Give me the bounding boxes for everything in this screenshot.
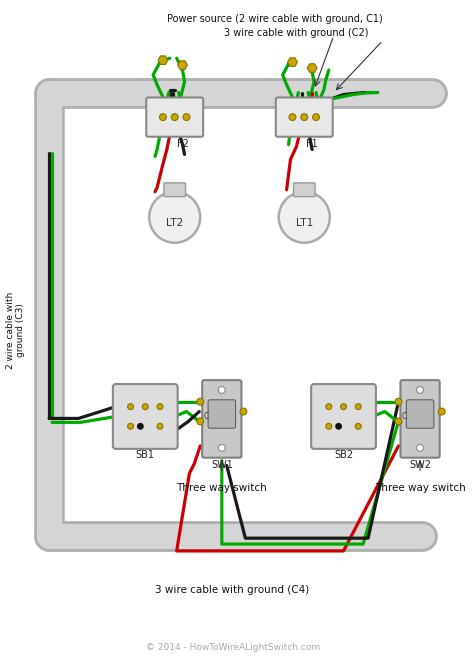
Circle shape	[240, 408, 247, 415]
Circle shape	[341, 404, 346, 409]
FancyBboxPatch shape	[311, 384, 376, 449]
Text: Three way switch: Three way switch	[375, 483, 465, 493]
Circle shape	[313, 114, 319, 121]
Text: Three way switch: Three way switch	[176, 483, 267, 493]
Text: © 2014 - HowToWireALightSwitch.com: © 2014 - HowToWireALightSwitch.com	[146, 643, 319, 652]
Circle shape	[171, 114, 178, 121]
Text: C: C	[402, 412, 407, 421]
Circle shape	[395, 398, 402, 405]
Polygon shape	[307, 64, 317, 72]
Circle shape	[356, 423, 361, 429]
FancyBboxPatch shape	[164, 183, 185, 196]
Text: LT2: LT2	[166, 218, 183, 228]
Text: SB2: SB2	[334, 450, 353, 460]
Text: Power source (2 wire cable with ground, C1): Power source (2 wire cable with ground, …	[167, 14, 383, 24]
Text: C: C	[203, 412, 209, 421]
FancyBboxPatch shape	[202, 380, 241, 458]
Circle shape	[438, 408, 445, 415]
Circle shape	[301, 114, 308, 121]
Circle shape	[157, 404, 163, 409]
Circle shape	[197, 398, 204, 405]
Circle shape	[326, 423, 332, 429]
FancyBboxPatch shape	[406, 400, 434, 428]
FancyBboxPatch shape	[146, 97, 203, 137]
Text: SB1: SB1	[136, 450, 155, 460]
Circle shape	[356, 404, 361, 409]
Polygon shape	[158, 56, 168, 64]
FancyBboxPatch shape	[401, 380, 440, 458]
Circle shape	[417, 387, 423, 393]
Text: 3 wire cable with ground (C2): 3 wire cable with ground (C2)	[224, 27, 368, 38]
Circle shape	[335, 423, 342, 429]
Circle shape	[149, 192, 200, 243]
Polygon shape	[178, 61, 187, 69]
Circle shape	[159, 114, 166, 121]
FancyBboxPatch shape	[208, 400, 236, 428]
Circle shape	[197, 418, 204, 425]
Circle shape	[219, 387, 225, 393]
Polygon shape	[288, 58, 297, 66]
Circle shape	[289, 114, 296, 121]
FancyBboxPatch shape	[276, 97, 333, 137]
Circle shape	[219, 444, 225, 452]
Circle shape	[279, 192, 330, 243]
Circle shape	[137, 423, 144, 429]
Circle shape	[128, 404, 134, 409]
Text: F2: F2	[177, 139, 189, 149]
FancyBboxPatch shape	[113, 384, 178, 449]
Text: SW1: SW1	[211, 460, 233, 470]
Circle shape	[142, 404, 148, 409]
Text: 3 wire cable with ground (C4): 3 wire cable with ground (C4)	[155, 586, 310, 595]
Text: 2 wire cable with
ground (C3): 2 wire cable with ground (C3)	[6, 291, 26, 368]
Text: F1: F1	[306, 139, 318, 149]
Circle shape	[128, 423, 134, 429]
FancyBboxPatch shape	[293, 183, 315, 196]
Circle shape	[157, 423, 163, 429]
Text: SW2: SW2	[409, 460, 431, 470]
Circle shape	[395, 418, 402, 425]
Text: LT1: LT1	[296, 218, 313, 228]
Circle shape	[183, 114, 190, 121]
Circle shape	[326, 404, 332, 409]
Circle shape	[417, 444, 423, 452]
